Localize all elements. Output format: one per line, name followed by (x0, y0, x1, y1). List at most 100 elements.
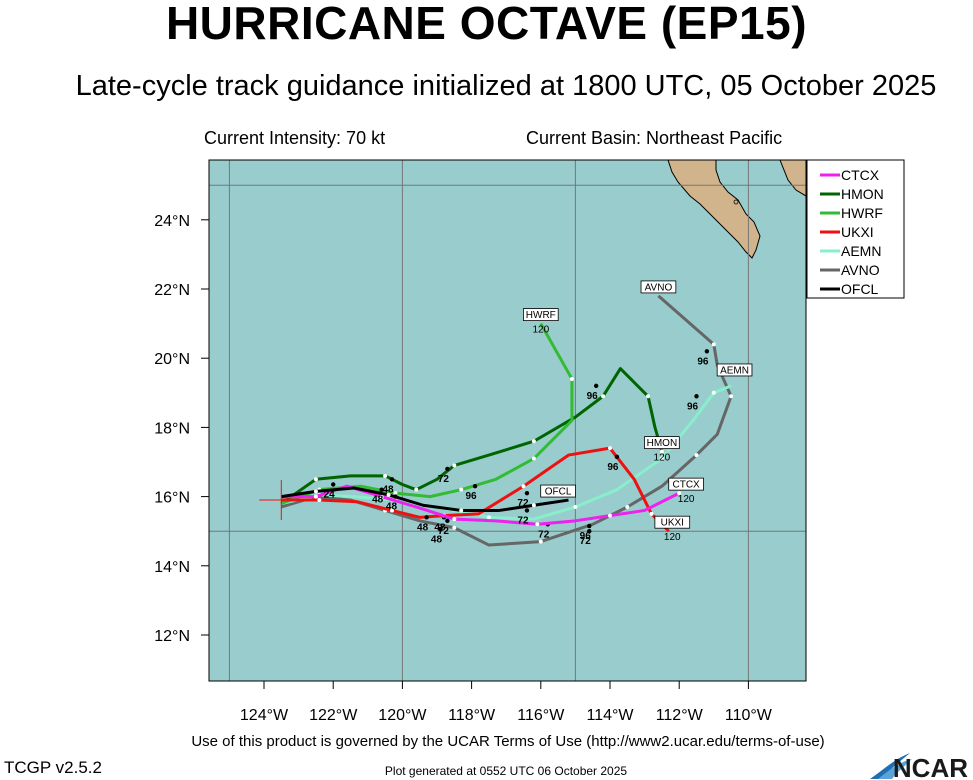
current-position-marker (259, 480, 304, 521)
track-point (608, 513, 612, 518)
track-point (608, 446, 612, 451)
lon-tick-label: 118°W (448, 707, 496, 724)
track-end-label-box (654, 515, 691, 529)
forecast-hour-label: 48 (372, 495, 384, 506)
forecast-hour-label: 96 (465, 491, 477, 502)
track-point (414, 487, 419, 492)
track-point (452, 525, 457, 530)
track-point (535, 522, 540, 527)
page-title: HURRICANE OCTAVE (EP15) (165, 0, 808, 49)
hour-dot (389, 477, 395, 482)
track-line-ukxi (281, 446, 670, 533)
terms-of-use-notice: Use of this product is governed by the U… (191, 733, 825, 750)
hour-dot (331, 482, 336, 487)
generated-timestamp: Plot generated at 0552 UTC 06 October 20… (384, 764, 628, 778)
lon-tick-label: 120°W (378, 707, 427, 724)
lat-tick-label: 16°N (154, 490, 190, 507)
hour-dot (524, 508, 530, 513)
hour-dot (587, 523, 592, 529)
forecast-hour-label: 48 (434, 522, 446, 533)
legend-label-ofcl: OFCL (841, 281, 879, 297)
forecast-hour-label: 48 (386, 502, 398, 513)
track-line-ofcl (281, 486, 569, 512)
legend-label-avno: AVNO (841, 262, 880, 278)
map-axes: 124°W 122°W 120°W 118°W 116°W 114°W 112°W 110°W… (154, 213, 773, 724)
track-point (531, 456, 536, 461)
track-line-hmon (280, 367, 664, 505)
legend-label-ukxi: UKXI (841, 224, 874, 240)
track-point (486, 515, 491, 520)
lon-tick-label: 110°W (725, 707, 773, 724)
ncar-logo: NCAR (870, 753, 968, 780)
mexico-mainland-land (779, 160, 806, 197)
track-end-label-ofcl: OFCL (545, 487, 572, 498)
track-end-hour: 120 (654, 453, 671, 464)
lon-tick-label: 116°W (517, 707, 565, 724)
hour-dot (379, 487, 384, 492)
track-labels: 48 7296AVNO487296AEMN487296HMON1204896HWR… (324, 280, 753, 547)
forecast-hour-label: 24 (324, 489, 336, 500)
track-point (729, 394, 734, 399)
track-point (386, 492, 391, 497)
hour-dot (694, 394, 699, 399)
legend-label-ctcx: CTCX (841, 167, 880, 183)
forecast-hour-label: 96 (607, 462, 619, 473)
track-point (659, 449, 664, 454)
hour-dot (614, 454, 620, 460)
track-point (390, 508, 395, 513)
forecast-hour-label: 96 (587, 391, 599, 402)
hour-dot (587, 529, 592, 534)
forecast-hour-label: 72 (517, 515, 529, 526)
track-end-label-ukxi: UKXI (661, 518, 684, 529)
track-point (601, 394, 606, 399)
page-subtitle: Late-cycle track guidance initialized at… (75, 70, 937, 102)
legend-box (806, 159, 905, 299)
forecast-tracks (280, 294, 734, 547)
track-point (313, 489, 318, 494)
track-point (711, 342, 716, 347)
track-point (694, 453, 699, 458)
track-end-label-hmon: HMON (647, 438, 678, 449)
track-point (531, 503, 536, 508)
forecast-hour-label: 96 (697, 356, 709, 367)
hour-dot (704, 349, 710, 354)
track-point (459, 487, 464, 492)
lat-tick-label: 14°N (154, 559, 190, 576)
forecast-hour-label: 72 (438, 526, 450, 537)
track-point (379, 494, 384, 499)
track-end-label-hwrf: HWRF (526, 310, 556, 321)
forecast-hour-label: 72 (538, 529, 550, 540)
hour-dot (593, 383, 599, 389)
forecast-hour-label: 48 (417, 522, 429, 533)
legend: CTCX HMON HWRF UKXI AEMN AVNO OFCL (806, 159, 905, 299)
legend-label-hmon: HMON (841, 186, 884, 202)
forecast-hour-label: 96 (580, 531, 592, 542)
lat-tick-label: 12°N (154, 628, 190, 645)
track-point (538, 539, 543, 544)
track-end-hour: 120 (678, 494, 695, 505)
track-end-label-avno: AVNO (645, 282, 673, 293)
ncar-logo-text: NCAR (893, 753, 968, 780)
track-point (452, 463, 457, 468)
track-point (573, 504, 578, 509)
track-point (383, 473, 388, 478)
forecast-hour-label: 48 (431, 534, 443, 545)
track-end-label-box (668, 477, 704, 491)
track-end-hour: 120 (532, 325, 549, 336)
forecast-hour-label: 72 (517, 498, 529, 509)
lon-tick-label: 124°W (240, 707, 289, 724)
track-point (711, 390, 716, 395)
lon-tick-label: 114°W (586, 707, 634, 724)
track-point (313, 477, 318, 482)
current-intensity: Current Intensity: 70 kt (204, 128, 386, 148)
ocean-area (209, 160, 806, 681)
track-end-label-aemn: AEMN (720, 365, 749, 376)
lat-tick-label: 18°N (154, 420, 190, 437)
track-end-label-box (640, 280, 677, 294)
hour-dot (424, 515, 429, 520)
track-point (659, 456, 664, 461)
track-end-label-box (523, 308, 559, 322)
track-point (625, 504, 630, 509)
track-point (649, 511, 654, 516)
track-end-label-box (716, 363, 753, 377)
